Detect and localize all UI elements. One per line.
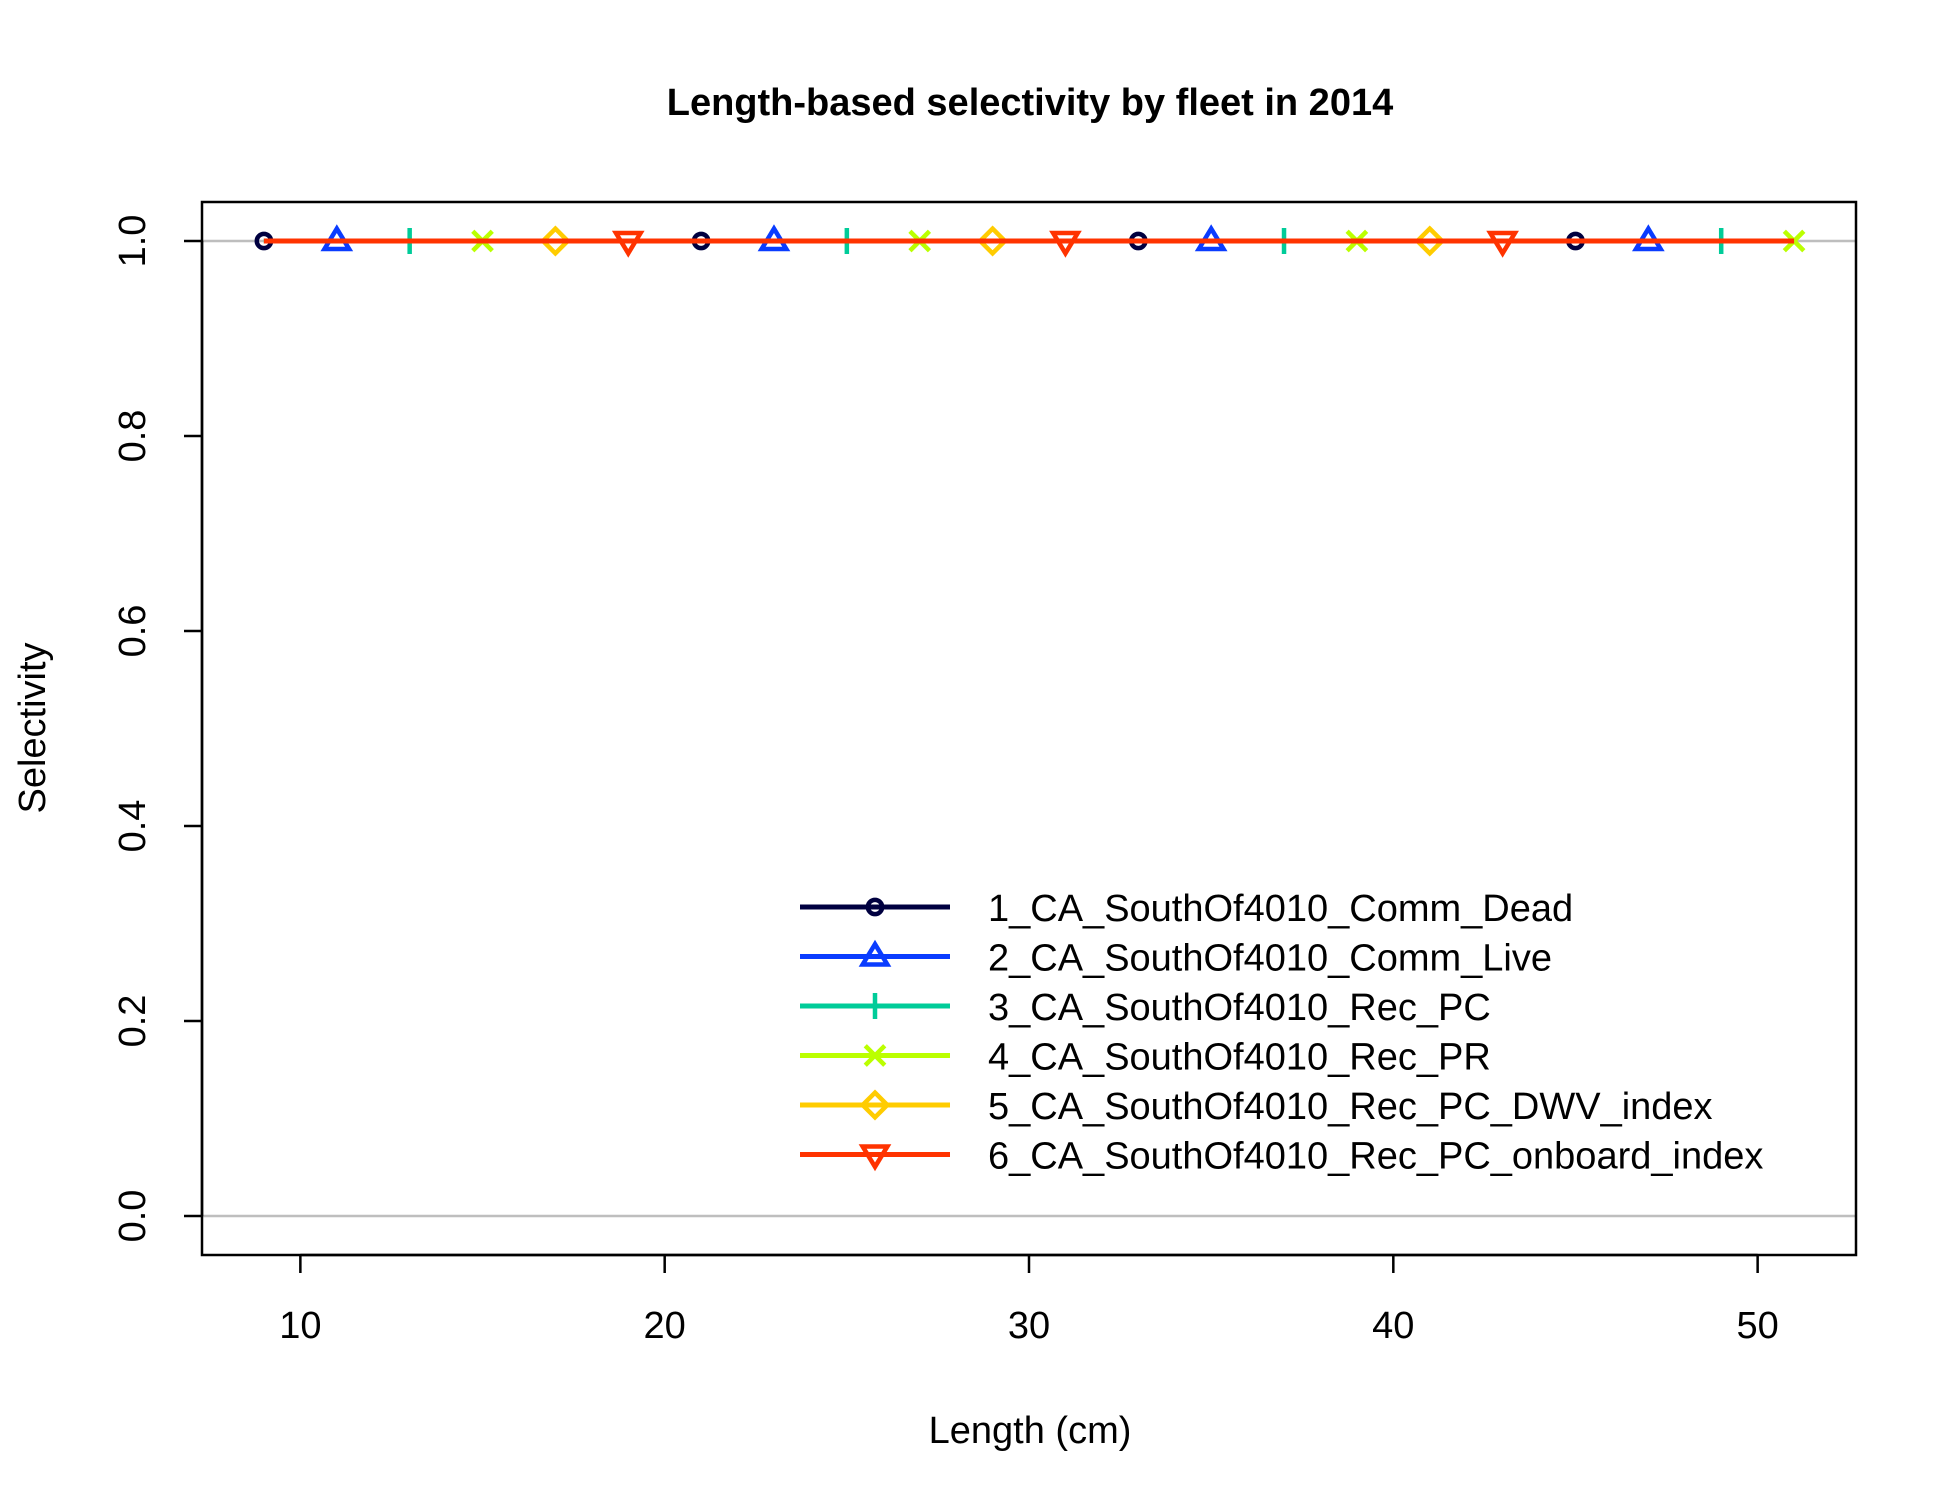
y-tick-label: 0.2 (112, 995, 154, 1048)
x-tick-label: 30 (1008, 1305, 1050, 1347)
x-tick-label: 50 (1736, 1305, 1778, 1347)
x-tick-label: 10 (279, 1305, 321, 1347)
y-axis: 0.0 0.2 0.4 0.6 0.8 1.0 (112, 215, 204, 1243)
x-axis: 10 20 30 40 50 (279, 1253, 1779, 1347)
data-point-6-18 (1486, 230, 1519, 258)
legend: 1_CA_SouthOf4010_Comm_Dead 2_CA_SouthOf40… (800, 888, 1763, 1178)
legend-marker (863, 1044, 887, 1067)
y-tick-label: 0.6 (112, 605, 154, 658)
y-tick-label: 0.0 (112, 1190, 154, 1243)
y-tick-label: 0.8 (112, 410, 154, 463)
y-tick-label: 1.0 (112, 215, 154, 268)
x-tick-label: 40 (1372, 1305, 1414, 1347)
legend-label: 2_CA_SouthOf4010_Comm_Live (988, 938, 1552, 980)
legend-marker (865, 897, 885, 917)
legend-label: 1_CA_SouthOf4010_Comm_Dead (988, 888, 1573, 930)
data-point-6-12 (1049, 230, 1082, 258)
series-layer (254, 224, 1806, 258)
legend-label: 3_CA_SouthOf4010_Rec_PC (988, 987, 1491, 1029)
y-tick-label: 0.4 (112, 800, 154, 853)
legend-label: 5_CA_SouthOf4010_Rec_PC_DWV_index (988, 1086, 1713, 1128)
x-axis-label: Length (cm) (929, 1410, 1132, 1452)
data-point-5-11 (977, 225, 1009, 257)
legend-item-4: 4_CA_SouthOf4010_Rec_PR (800, 1037, 1491, 1079)
plot-area (200, 200, 1858, 1257)
legend-marker (858, 939, 892, 967)
legend-marker (858, 1144, 892, 1172)
legend-item-1: 1_CA_SouthOf4010_Comm_Dead (800, 888, 1573, 930)
legend-label: 4_CA_SouthOf4010_Rec_PR (988, 1037, 1491, 1079)
chart-title: Length-based selectivity by fleet in 201… (667, 82, 1393, 124)
legend-marker (859, 1089, 891, 1121)
data-point-6-6 (611, 230, 645, 258)
legend-item-5: 5_CA_SouthOf4010_Rec_PC_DWV_index (800, 1086, 1713, 1128)
series-6 (263, 230, 1795, 258)
legend-item-2: 2_CA_SouthOf4010_Comm_Live (800, 938, 1552, 980)
legend-label: 6_CA_SouthOf4010_Rec_PC_onboard_index (988, 1136, 1763, 1178)
data-point-5-17 (1414, 225, 1446, 257)
data-point-5-5 (539, 225, 571, 257)
y-axis-label: Selectivity (12, 642, 54, 813)
legend-item-3: 3_CA_SouthOf4010_Rec_PC (800, 987, 1491, 1029)
x-tick-label: 20 (644, 1305, 686, 1347)
legend-marker (862, 993, 888, 1019)
legend-item-6: 6_CA_SouthOf4010_Rec_PC_onboard_index (800, 1136, 1763, 1178)
